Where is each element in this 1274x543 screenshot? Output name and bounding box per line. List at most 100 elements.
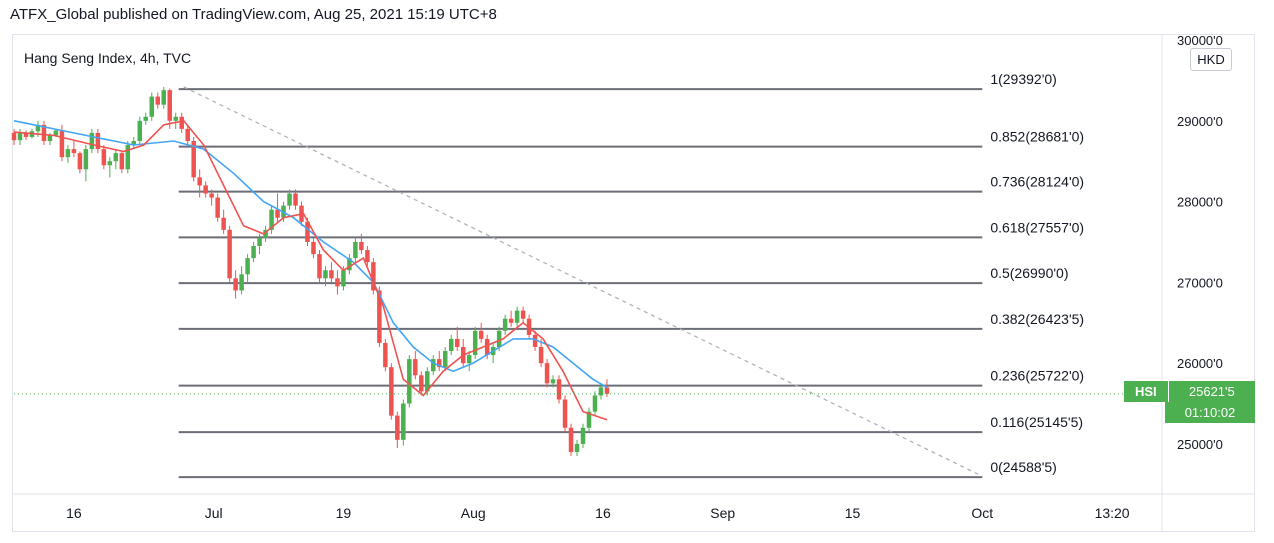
candle bbox=[508, 310, 514, 327]
candle-body bbox=[419, 375, 424, 392]
candle-body bbox=[371, 262, 376, 291]
candle-body bbox=[125, 145, 131, 170]
candle-body bbox=[466, 355, 472, 364]
candle-body bbox=[215, 197, 220, 218]
candle-body bbox=[532, 334, 538, 347]
candle-body bbox=[317, 254, 322, 279]
candle bbox=[514, 306, 520, 327]
candle-body bbox=[137, 120, 143, 142]
candle-body bbox=[335, 278, 340, 287]
candle-body bbox=[431, 359, 436, 372]
candle bbox=[520, 306, 526, 323]
time-axis[interactable]: 16 Jul 19 Aug 16 Sep 15 Oct 13:20 bbox=[12, 493, 1255, 521]
time-tick-label: Jul bbox=[205, 505, 223, 521]
price-axis[interactable]: 30000'0 29000'0 28000'0 27000'0 26000'0 25000… bbox=[1161, 33, 1223, 532]
candle bbox=[185, 124, 190, 146]
candle-body bbox=[484, 338, 490, 356]
symbol-legend[interactable]: Hang Seng Index, 4h, TVC bbox=[24, 50, 192, 66]
trendline[interactable] bbox=[183, 86, 983, 477]
candle bbox=[359, 233, 364, 255]
candle-body bbox=[119, 153, 125, 170]
candle-body bbox=[508, 318, 514, 323]
candle bbox=[323, 266, 328, 287]
ma-slow-line bbox=[13, 120, 608, 389]
candle-body bbox=[604, 387, 610, 394]
candle bbox=[568, 423, 574, 457]
candle-body bbox=[586, 411, 592, 428]
candle-body bbox=[191, 141, 196, 178]
candle-body bbox=[257, 237, 262, 247]
candle bbox=[580, 423, 586, 448]
candle-body bbox=[239, 274, 244, 291]
candle bbox=[17, 128, 23, 146]
candle-body bbox=[442, 351, 448, 368]
fib-level-label: 0.618(27557'0) bbox=[990, 219, 1084, 235]
candle-body bbox=[227, 229, 232, 279]
candle bbox=[419, 371, 424, 396]
candle-body bbox=[425, 371, 430, 392]
candle bbox=[550, 375, 556, 388]
candle-body bbox=[197, 177, 202, 186]
candle-body bbox=[131, 141, 137, 146]
candle bbox=[107, 157, 113, 178]
candle-body bbox=[287, 193, 292, 206]
candle bbox=[263, 225, 268, 242]
candle bbox=[251, 241, 256, 263]
time-tick-label: Sep bbox=[710, 505, 735, 521]
candle-body bbox=[478, 330, 484, 339]
candle bbox=[460, 338, 466, 368]
fib-level-label: 0.736(28124'0) bbox=[990, 174, 1084, 190]
candle bbox=[197, 169, 202, 198]
time-tick-label: Aug bbox=[461, 505, 486, 521]
price-tick-label: 29000'0 bbox=[1177, 114, 1223, 129]
candle bbox=[221, 209, 226, 234]
candle-body bbox=[359, 241, 364, 251]
candle-body bbox=[179, 116, 184, 129]
candle-body bbox=[323, 270, 328, 279]
candle-body bbox=[556, 379, 562, 400]
candle-body bbox=[353, 241, 358, 259]
candle bbox=[538, 338, 544, 368]
candle-body bbox=[395, 415, 400, 440]
candle bbox=[71, 141, 77, 158]
candle bbox=[77, 151, 83, 174]
candle bbox=[161, 86, 166, 109]
publisher-header: ATFX_Global published on TradingView.com… bbox=[10, 6, 497, 23]
candle-body bbox=[143, 116, 149, 121]
candle-body bbox=[580, 427, 586, 444]
candle-body bbox=[251, 246, 256, 259]
candle bbox=[131, 136, 137, 150]
candle-body bbox=[173, 116, 178, 121]
candle bbox=[257, 233, 262, 255]
candle-body bbox=[269, 209, 274, 230]
candle bbox=[317, 250, 322, 283]
candle bbox=[143, 112, 149, 125]
candle bbox=[239, 266, 244, 295]
candle bbox=[179, 112, 184, 133]
currency-label[interactable]: HKD bbox=[1190, 48, 1232, 71]
candle-body bbox=[592, 395, 598, 412]
candle-body bbox=[377, 290, 382, 343]
time-tick-label: 15 bbox=[845, 505, 861, 521]
candle bbox=[149, 92, 155, 121]
fib-level-label: 1(29392'0) bbox=[990, 71, 1056, 87]
candle bbox=[83, 145, 89, 182]
candle bbox=[586, 407, 592, 432]
price-tick-label: 30000'0 bbox=[1177, 33, 1223, 48]
candle-body bbox=[383, 342, 388, 368]
candle bbox=[401, 399, 406, 446]
candle-body bbox=[305, 221, 310, 242]
candle bbox=[155, 92, 160, 109]
candle bbox=[371, 258, 376, 295]
candle bbox=[173, 112, 178, 129]
candle-body bbox=[275, 209, 280, 218]
candle bbox=[269, 205, 274, 234]
candle bbox=[125, 141, 131, 174]
fib-retracement[interactable]: 1(29392'0) 0.852(28681'0) 0.736(28124'0) 0.… bbox=[178, 71, 1084, 479]
candle-body bbox=[311, 241, 316, 255]
candle bbox=[502, 314, 508, 335]
candle bbox=[203, 181, 208, 198]
candle-body bbox=[538, 346, 544, 364]
candle bbox=[353, 237, 358, 263]
